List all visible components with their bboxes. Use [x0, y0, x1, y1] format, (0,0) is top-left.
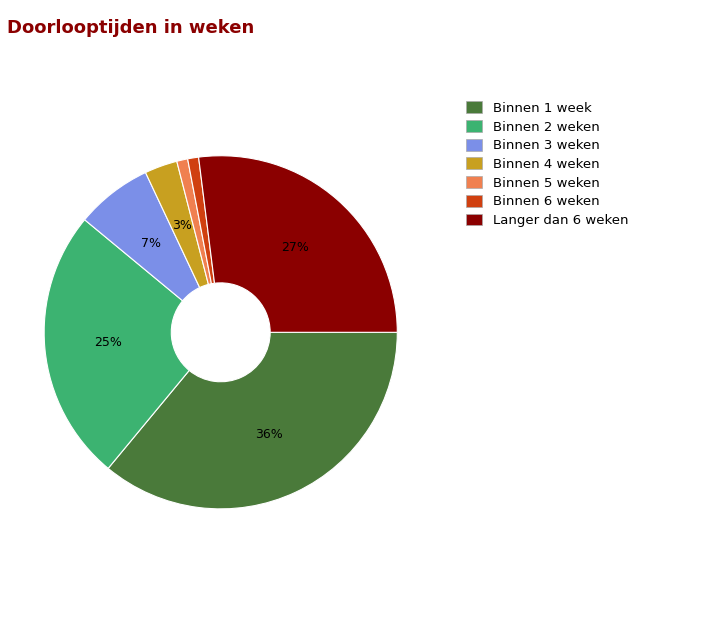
Text: 3%: 3% — [172, 219, 192, 233]
Text: 7%: 7% — [142, 236, 162, 250]
Wedge shape — [85, 172, 199, 301]
Wedge shape — [145, 161, 209, 288]
Text: Doorlooptijden in weken: Doorlooptijden in weken — [7, 19, 254, 37]
Text: 36%: 36% — [255, 428, 283, 441]
Text: 27%: 27% — [281, 241, 310, 254]
Wedge shape — [108, 332, 397, 509]
Wedge shape — [177, 159, 211, 285]
Legend: Binnen 1 week, Binnen 2 weken, Binnen 3 weken, Binnen 4 weken, Binnen 5 weken, B: Binnen 1 week, Binnen 2 weken, Binnen 3 … — [461, 96, 634, 232]
Wedge shape — [188, 157, 214, 284]
Text: 25%: 25% — [94, 337, 122, 349]
Wedge shape — [44, 219, 189, 468]
Wedge shape — [199, 155, 397, 332]
